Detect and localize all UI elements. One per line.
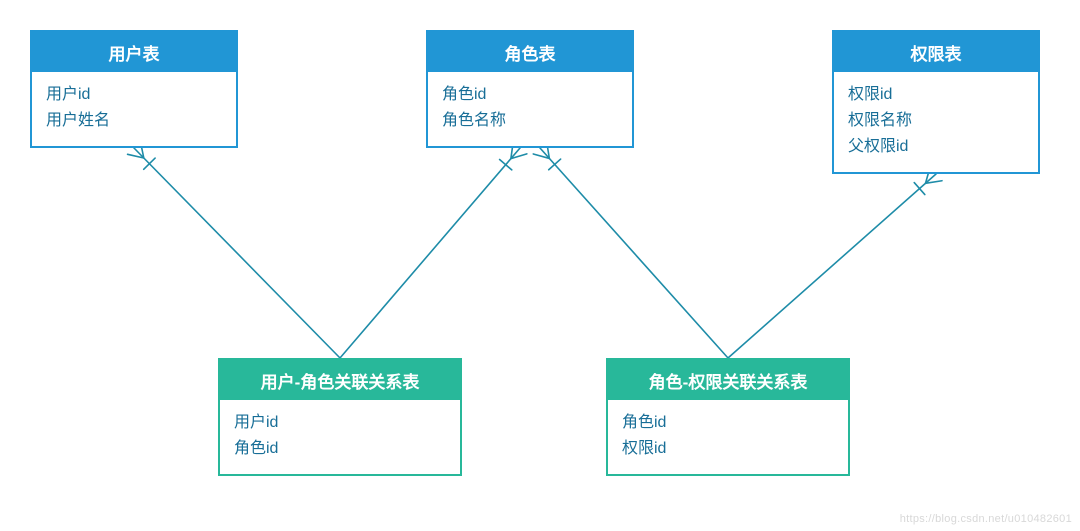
entity-field: 权限id [848,82,1024,108]
entity-role: 角色表角色id角色名称 [426,30,634,148]
entity-header: 用户表 [32,32,236,72]
entity-header: 用户-角色关联关系表 [220,360,460,400]
edge-role_perm-to-role [533,142,728,358]
entity-header: 角色-权限关联关系表 [608,360,848,400]
entity-field: 角色id [234,436,446,462]
entity-body: 角色id权限id [608,400,848,472]
entity-body: 用户id角色id [220,400,460,472]
entity-field: 角色id [622,410,834,436]
entity-header: 权限表 [834,32,1038,72]
entity-user_role: 用户-角色关联关系表用户id角色id [218,358,462,476]
entity-body: 用户id用户姓名 [32,72,236,144]
entity-field: 用户id [46,82,222,108]
entity-field: 权限名称 [848,108,1024,134]
watermark: https://blog.csdn.net/u010482601 [900,513,1072,525]
entity-body: 角色id角色名称 [428,72,632,144]
entity-field: 权限id [622,436,834,462]
edge-role_perm-to-perm [728,167,942,358]
entity-field: 用户id [234,410,446,436]
entity-perm: 权限表权限id权限名称父权限id [832,30,1040,174]
edge-user_role-to-role [340,142,527,358]
edge-user_role-to-user [128,142,340,358]
entity-role_perm: 角色-权限关联关系表角色id权限id [606,358,850,476]
entity-field: 父权限id [848,134,1024,160]
entity-field: 用户姓名 [46,108,222,134]
entity-user: 用户表用户id用户姓名 [30,30,238,148]
entity-field: 角色名称 [442,108,618,134]
entity-field: 角色id [442,82,618,108]
entity-header: 角色表 [428,32,632,72]
entity-body: 权限id权限名称父权限id [834,72,1038,170]
